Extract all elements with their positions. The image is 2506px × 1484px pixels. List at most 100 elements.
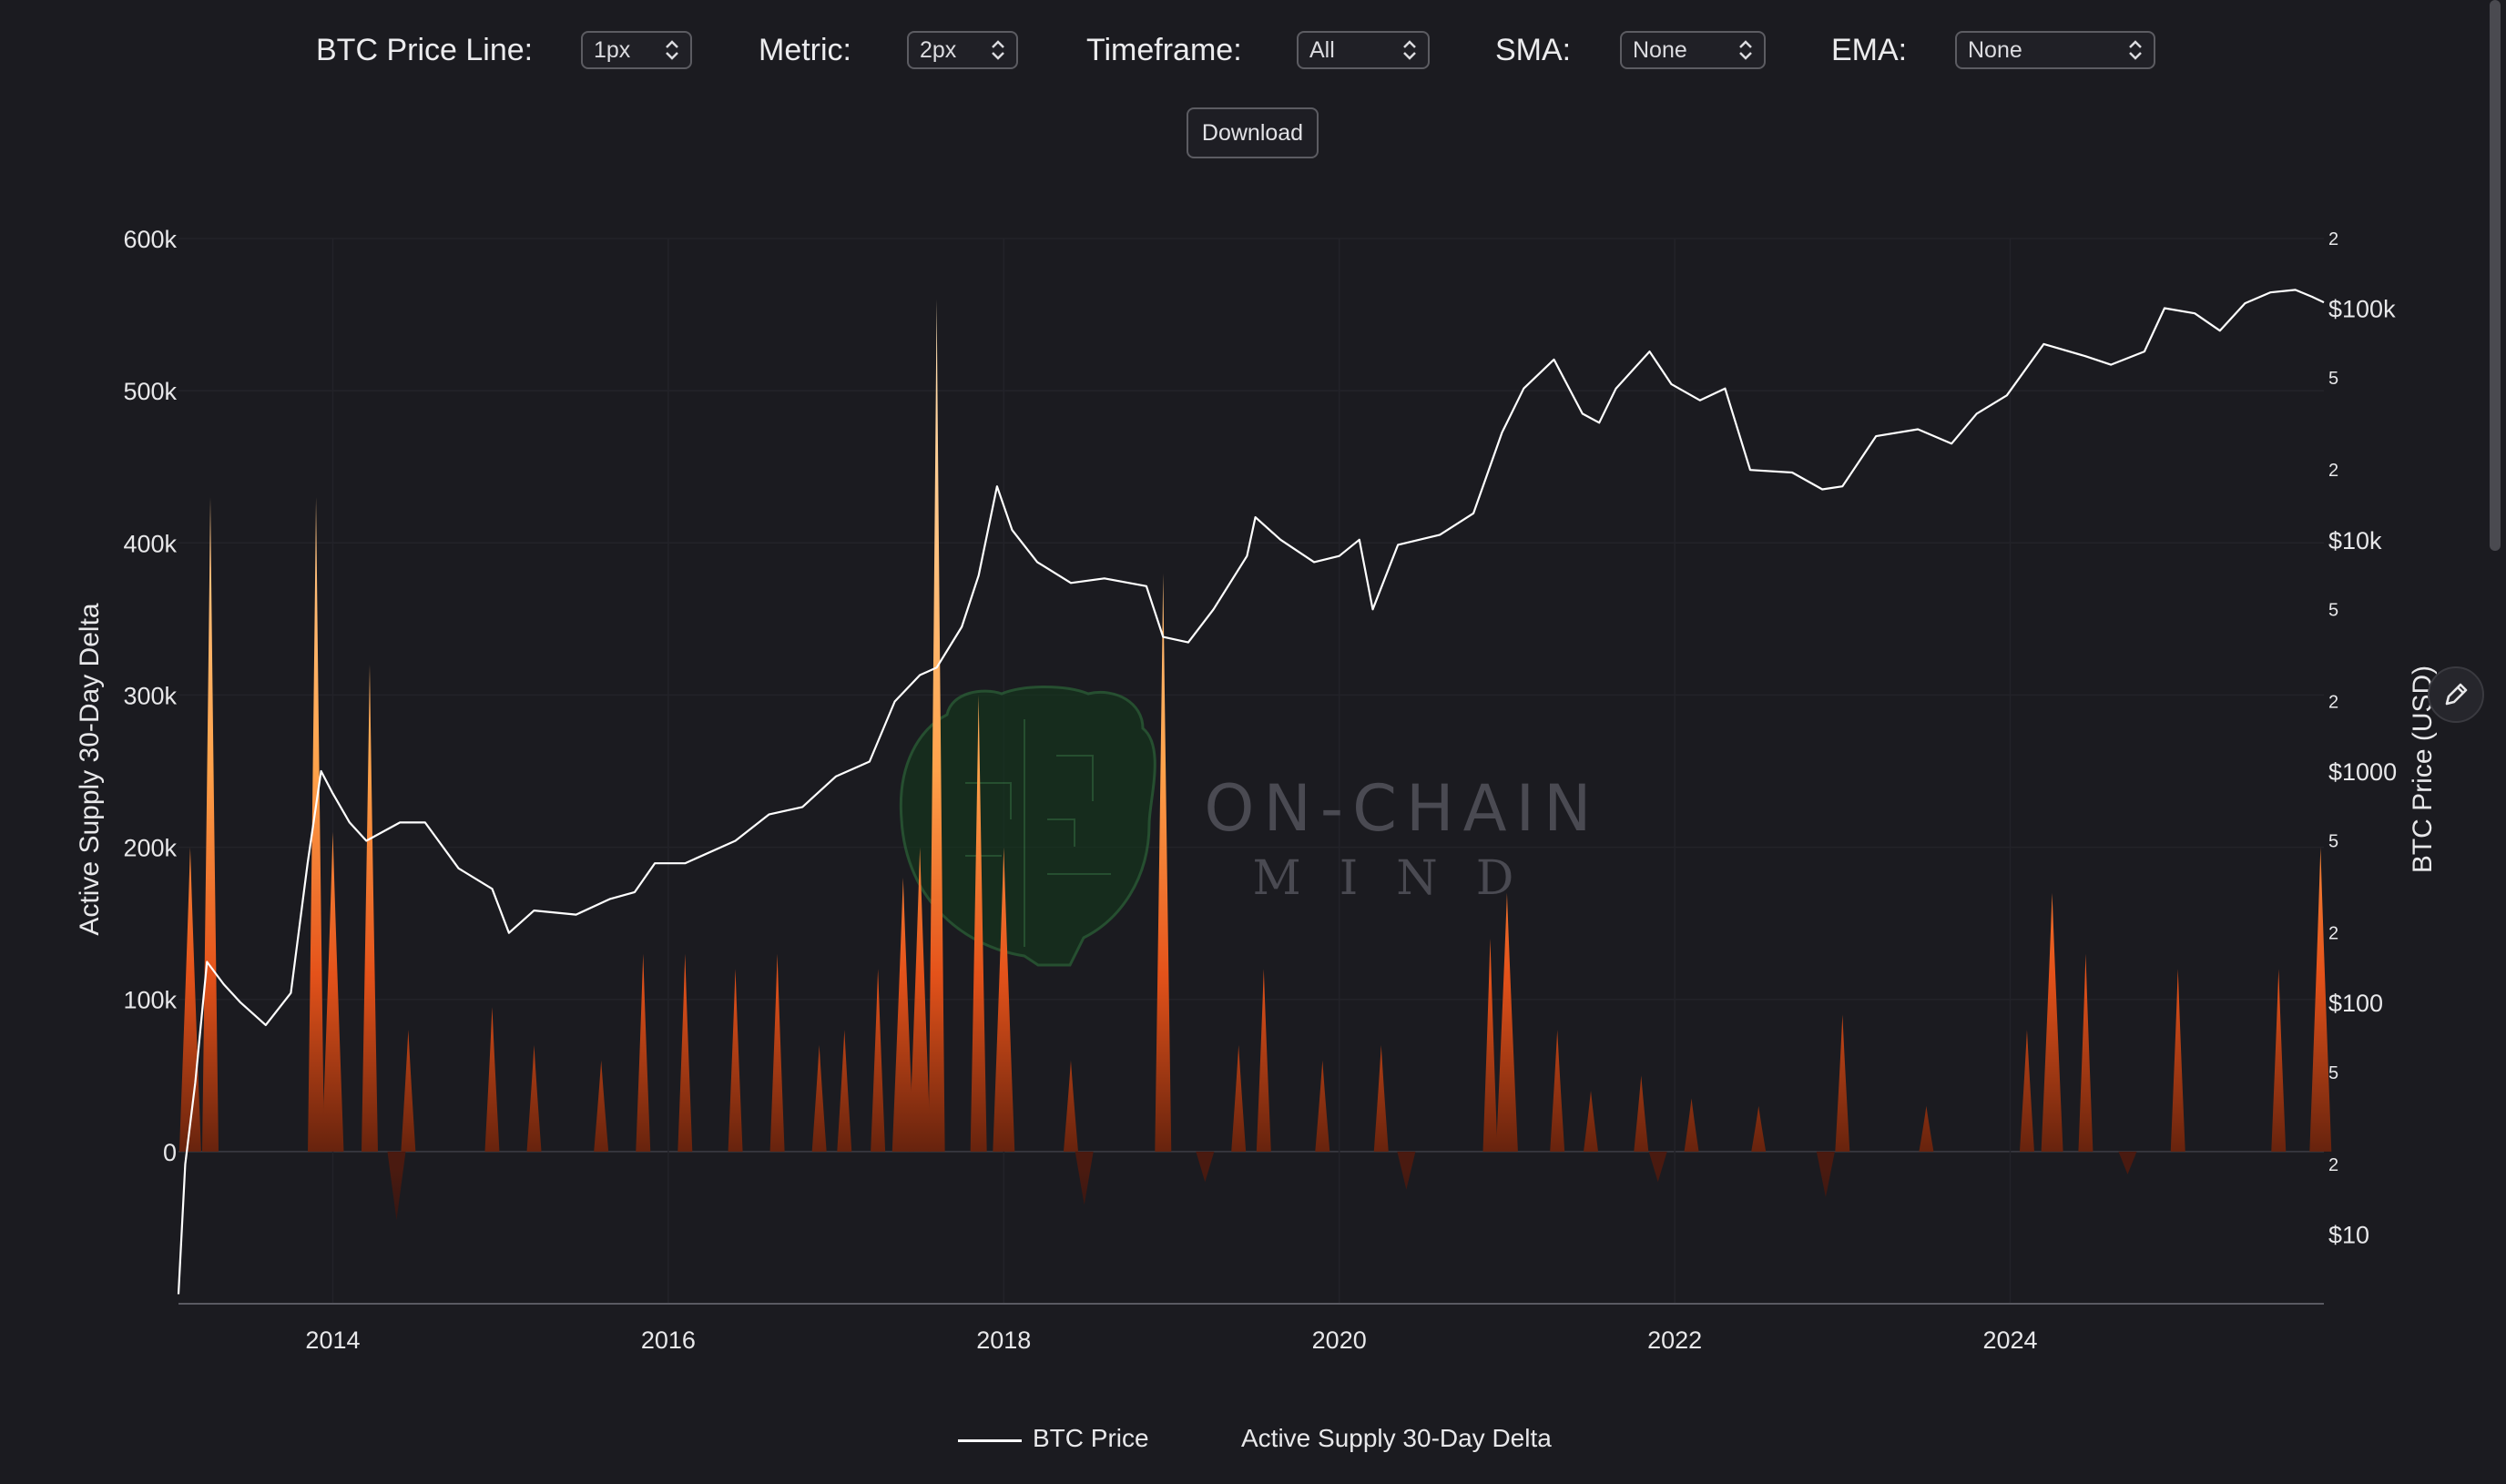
x-tick-label: 2016 (641, 1326, 696, 1354)
select-chevron-icon (1739, 40, 1752, 60)
y-left-tick-label: 500k (123, 378, 177, 405)
legend-metric-label[interactable]: Active Supply 30-Day Delta (1241, 1424, 1552, 1452)
delta-spike (1751, 1105, 1767, 1152)
delta-dip (387, 1151, 406, 1221)
delta-dip (1397, 1151, 1416, 1190)
delta-spike (2041, 892, 2063, 1152)
x-tick-label: 2024 (1982, 1326, 2037, 1354)
btc-price-line-select[interactable]: 1px (581, 31, 692, 69)
x-tick-label: 2014 (305, 1326, 360, 1354)
delta-spike (594, 1060, 609, 1152)
brain-logo-icon (899, 686, 1156, 967)
delta-spike (526, 1044, 542, 1152)
select-chevron-icon (666, 40, 678, 60)
timeframe-value: All (1309, 37, 1335, 63)
y-right-tick-label: 5 (2328, 600, 2338, 620)
metric-value: 2px (920, 37, 957, 63)
y-right-tick-label: $100 (2328, 990, 2383, 1017)
legend-price-label[interactable]: BTC Price (1033, 1424, 1149, 1452)
delta-spike (2170, 969, 2185, 1152)
timeframe-label: Timeframe: (1086, 33, 1242, 67)
y-right-tick-label: 2 (2328, 461, 2338, 481)
edit-chart-button[interactable] (2428, 666, 2484, 723)
delta-dip (1648, 1151, 1667, 1183)
delta-spike (636, 953, 651, 1152)
delta-spike (811, 1044, 827, 1152)
y-right-tick-label: 2 (2328, 692, 2338, 712)
delta-spike (909, 847, 932, 1152)
select-chevron-icon (2129, 40, 2142, 60)
legend-price-swatch (958, 1439, 1022, 1442)
y-right-tick-label: $10k (2328, 527, 2382, 554)
y-left-axis-title: Active Supply 30-Day Delta (75, 603, 105, 935)
delta-spike (1919, 1105, 1934, 1152)
select-chevron-icon (1403, 40, 1416, 60)
delta-spike (1495, 892, 1518, 1152)
sma-value: None (1633, 37, 1687, 63)
ema-label: EMA: (1831, 33, 1908, 67)
y-right-tick-label: 2 (2328, 229, 2338, 249)
y-left-tick-label: 100k (123, 987, 177, 1014)
delta-spike (1155, 573, 1172, 1152)
delta-spike (201, 497, 219, 1152)
y-right-tick-label: $100k (2328, 296, 2396, 323)
ema-select[interactable]: None (1955, 31, 2155, 69)
y-right-tick-label: 5 (2328, 832, 2338, 852)
y-left-tick-label: 600k (123, 226, 177, 253)
delta-spike (1373, 1044, 1389, 1152)
delta-spike (837, 1030, 852, 1152)
delta-spike (1584, 1091, 1599, 1152)
sma-select[interactable]: None (1620, 31, 1766, 69)
delta-spike (2078, 953, 2093, 1152)
y-left-tick-label: 300k (123, 682, 177, 709)
x-tick-label: 2022 (1647, 1326, 1702, 1354)
y-right-tick-label: 5 (2328, 1063, 2338, 1083)
watermark-line1: ON-CHAIN (1204, 771, 1600, 846)
x-tick-label: 2020 (1312, 1326, 1367, 1354)
delta-area-series (178, 299, 2332, 1221)
delta-dip (1196, 1151, 1215, 1183)
delta-spike (891, 878, 914, 1152)
y-right-tick-label: 2 (2328, 1155, 2338, 1175)
y-right-tick-label: 5 (2328, 369, 2338, 389)
delta-spike (484, 1007, 500, 1152)
btc-price-line-label: BTC Price Line: (316, 33, 534, 67)
delta-spike (970, 695, 987, 1152)
delta-spike (928, 299, 945, 1152)
y-right-tick-label: $10 (2328, 1221, 2369, 1248)
y-right-tick-label: $1000 (2328, 758, 2397, 786)
delta-spike (2019, 1030, 2034, 1152)
x-tick-label: 2018 (976, 1326, 1031, 1354)
chart-controls: BTC Price Line: 1px Metric: 2px Timefram… (0, 27, 2506, 78)
delta-spike (1634, 1075, 1649, 1152)
y-left-tick-label: 200k (123, 835, 177, 862)
delta-spike (308, 497, 325, 1152)
delta-spike (871, 969, 886, 1152)
timeframe-select[interactable]: All (1297, 31, 1430, 69)
delta-spike (993, 847, 1015, 1152)
delta-spike (1315, 1060, 1330, 1152)
ema-value: None (1968, 37, 2022, 63)
delta-dip (1075, 1151, 1094, 1205)
page-scrollbar[interactable] (2490, 0, 2501, 551)
delta-dip (2118, 1151, 2137, 1174)
delta-spike (769, 953, 785, 1152)
delta-spike (728, 969, 743, 1152)
y-left-tick-label: 0 (163, 1139, 177, 1166)
delta-spike (321, 831, 344, 1152)
pencil-icon (2445, 683, 2468, 706)
delta-spike (1256, 969, 1271, 1152)
y-left-tick-label: 400k (123, 530, 177, 557)
delta-spike (1835, 1014, 1850, 1152)
btc-price-line (177, 289, 2325, 1295)
delta-spike (401, 1030, 416, 1152)
delta-spike (1063, 1060, 1078, 1152)
watermark: ON-CHAIN MIND (899, 686, 1600, 967)
delta-spike (1550, 1030, 1565, 1152)
delta-spike (1482, 938, 1498, 1152)
metric-select[interactable]: 2px (907, 31, 1018, 69)
download-button[interactable]: Download (1187, 107, 1319, 158)
delta-spike (2271, 969, 2287, 1152)
sma-label: SMA: (1495, 33, 1572, 67)
